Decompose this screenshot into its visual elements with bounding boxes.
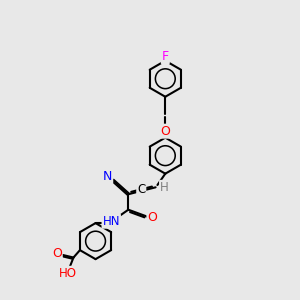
Text: C: C — [137, 183, 146, 196]
Text: N: N — [103, 170, 112, 183]
Text: HO: HO — [59, 267, 77, 280]
Text: O: O — [52, 247, 62, 260]
Text: O: O — [147, 211, 157, 224]
Text: HN: HN — [103, 215, 120, 228]
Text: F: F — [162, 50, 169, 63]
Text: H: H — [160, 181, 169, 194]
Text: O: O — [160, 125, 170, 138]
